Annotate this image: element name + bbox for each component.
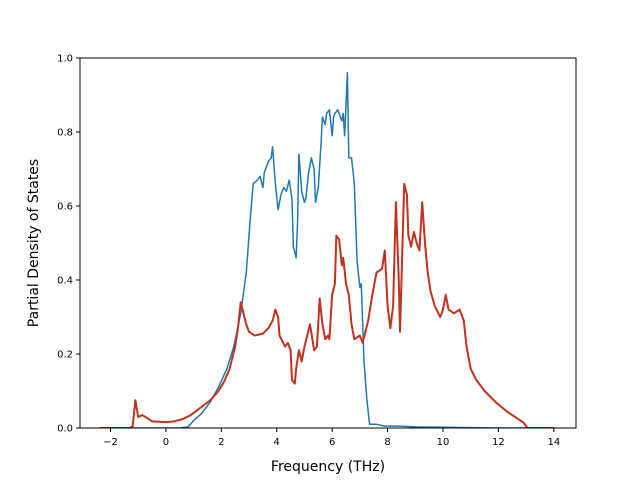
x-tick-label: 10 [437, 437, 450, 448]
x-tick-label: 8 [384, 437, 390, 448]
y-tick-label: 0.0 [57, 424, 73, 435]
x-axis-label: Frequency (THz) [271, 459, 385, 475]
y-tick-label: 0.8 [57, 128, 73, 139]
x-tick-label: 2 [218, 437, 224, 448]
x-tick-label: 6 [329, 437, 335, 448]
x-tick-label: 12 [492, 437, 505, 448]
x-tick-label: 4 [274, 437, 280, 448]
y-tick-label: 0.4 [57, 276, 73, 287]
series-layer [99, 72, 554, 428]
x-axis: −2 0 2 4 6 8 10 12 14 [103, 428, 560, 448]
x-tick-label: −2 [103, 437, 118, 448]
plot-frame [79, 57, 577, 429]
y-axis: 0.0 0.2 0.4 0.6 0.8 1.0 [57, 54, 80, 435]
y-tick-label: 1.0 [57, 54, 73, 65]
series-line-2 [99, 182, 554, 428]
y-axis-label: Partial Density of States [26, 159, 42, 327]
x-tick-label: 0 [163, 437, 169, 448]
y-tick-label: 0.2 [57, 350, 73, 361]
series-line-1 [99, 72, 554, 428]
y-tick-label: 0.6 [57, 202, 73, 213]
x-tick-label: 14 [547, 437, 560, 448]
